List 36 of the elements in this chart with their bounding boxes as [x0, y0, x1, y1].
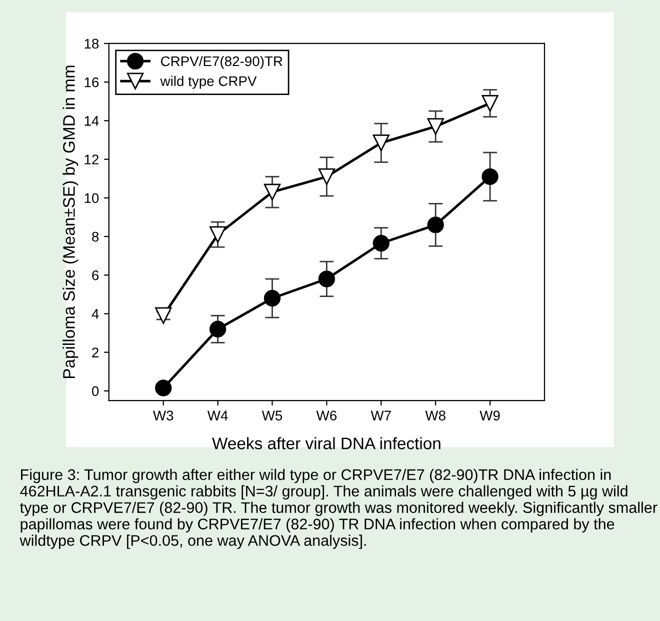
x-tick-label: W7 — [370, 410, 391, 420]
point — [372, 134, 390, 152]
point — [372, 234, 390, 252]
point — [427, 118, 444, 135]
caption: Figure 3: Tumor growth after either wild type or CRPVE7/E7 (82-90)TR DNA infection in 462HLA-A2.1 transgenic rabbits [N=3/ group]. The animals were challenged with 5 µg wild type or CRPVE7/E7 (82-90) TR. The tumor growth was monitored weekly. Significantly smaller papillomas were found by CRPVE7/E7 (82-90) TR DNA infection when compared by the wildtype CRPV [P<0.05, one way ANOVA analysis]. — [20, 468, 658, 549]
x-tick-label: W6 — [316, 410, 337, 420]
y-tick-label: 16 — [84, 77, 99, 88]
y-tick-label: 2 — [92, 348, 98, 358]
point — [209, 226, 226, 243]
point — [264, 184, 281, 200]
y-tick-label: 10 — [84, 193, 99, 204]
y-tick-label: 6 — [92, 270, 99, 280]
point — [482, 168, 498, 185]
y-tick-label: 4 — [92, 309, 99, 319]
legend-label: CRPV/E7(82-90)TR — [160, 56, 282, 69]
legend-label: wild type CRPV — [160, 76, 257, 89]
y-tick-label: 18 — [84, 38, 99, 49]
point — [155, 307, 172, 324]
point — [264, 290, 281, 307]
x-axis-title: Weeks after viral DNA infection — [212, 437, 440, 450]
y-axis-title: Papilloma Size (Mean±SE) by GMD in mm — [62, 66, 78, 378]
x-tick-label: W8 — [425, 410, 446, 420]
point — [318, 270, 336, 288]
y-tick-label: 14 — [84, 116, 99, 126]
x-tick-label: W9 — [480, 410, 500, 420]
y-tick-label: 0 — [92, 386, 99, 396]
y-tick-label: 12 — [84, 154, 98, 164]
point — [427, 216, 444, 234]
point — [318, 168, 336, 185]
x-tick-label: W4 — [207, 410, 228, 420]
point — [155, 380, 172, 396]
x-tick-label: W3 — [152, 410, 174, 420]
point — [209, 320, 226, 338]
x-tick-label: W5 — [262, 410, 282, 420]
point — [482, 94, 498, 112]
y-tick-label: 8 — [92, 232, 99, 242]
